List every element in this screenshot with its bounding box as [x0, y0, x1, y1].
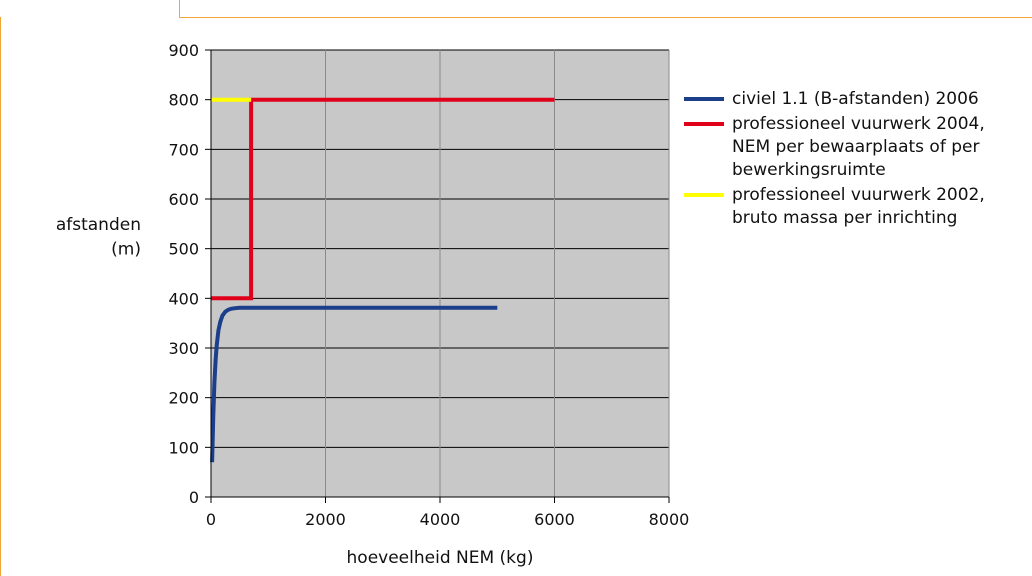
y-axis-label-line-1: afstanden — [56, 215, 141, 235]
legend-label-civiel: civiel 1.1 (B-afstanden) 2006 — [732, 89, 979, 109]
series-lines — [210, 97, 555, 463]
x-tick-labels: 0 2000 4000 6000 8000 — [206, 510, 689, 529]
y-tick-label: 800 — [168, 91, 199, 110]
x-tick-label: 8000 — [649, 510, 690, 529]
y-tick-label: 500 — [168, 240, 199, 259]
legend-swatch-professioneel-2004 — [684, 122, 724, 126]
x-tick-label: 4000 — [420, 510, 461, 529]
x-tick-label: 6000 — [534, 510, 575, 529]
y-tick-label: 100 — [168, 438, 199, 457]
legend-item-civiel: civiel 1.1 (B-afstanden) 2006 — [684, 88, 1014, 111]
legend-item-professioneel-2004: professioneel vuurwerk 2004, NEM per bew… — [684, 113, 1014, 182]
frame-corner-tick — [179, 0, 180, 17]
x-tick-label: 2000 — [305, 510, 346, 529]
y-tick-label: 900 — [168, 41, 199, 60]
legend-swatch-professioneel-2002 — [684, 193, 724, 197]
series-line-professioneel-2004 — [211, 97, 555, 301]
y-tick-label: 200 — [168, 389, 199, 408]
legend-label-professioneel-2004: professioneel vuurwerk 2004, NEM per bew… — [732, 114, 985, 180]
legend-item-professioneel-2002: professioneel vuurwerk 2002, bruto massa… — [684, 184, 1014, 230]
series-line-civiel — [210, 305, 498, 463]
axes — [205, 49, 670, 503]
x-tick-label: 0 — [206, 510, 216, 529]
legend-swatch-civiel — [684, 97, 724, 101]
frame-top-rule — [179, 17, 1032, 18]
y-tick-label: 700 — [168, 140, 199, 159]
y-tick-label: 600 — [168, 190, 199, 209]
y-tick-label: 0 — [189, 488, 199, 507]
legend: civiel 1.1 (B-afstanden) 2006 profession… — [684, 88, 1014, 232]
y-tick-labels: 0 100 200 300 400 500 600 700 800 900 — [168, 41, 199, 507]
y-tick-label: 400 — [168, 289, 199, 308]
frame-left-rule — [0, 17, 1, 576]
legend-label-professioneel-2002: professioneel vuurwerk 2002, bruto massa… — [732, 185, 985, 228]
x-axis-label: hoeveelheid NEM (kg) — [347, 548, 534, 568]
y-tick-label: 300 — [168, 339, 199, 358]
y-axis-label-line-2: (m) — [111, 240, 141, 260]
